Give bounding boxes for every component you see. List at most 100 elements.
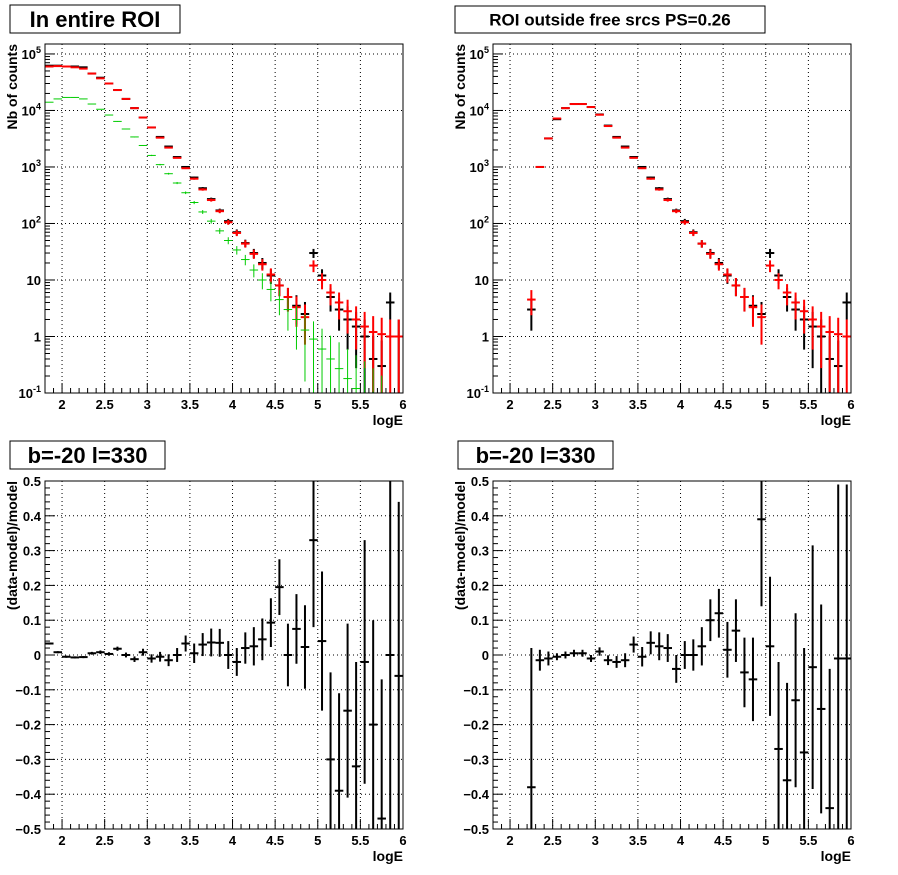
x-tick-label: 3.5	[181, 397, 199, 412]
x-tick-label: 6	[847, 397, 854, 412]
data-point	[224, 219, 233, 225]
data-point	[748, 637, 758, 722]
data-point	[113, 646, 122, 651]
series-data	[45, 64, 403, 393]
x-tick-label: 3	[592, 397, 599, 412]
y-tick-label: 10	[475, 273, 489, 288]
y-tick-label: −0.3	[15, 752, 41, 767]
pad-top-left: 2 2.5 3 3.5 4 4.5 5 5.5 6 10-1 1 10 102 103 104 105 logE…	[4, 4, 407, 428]
pad-bottom-left: 2 2.5 3 3.5 4 4.5 5 5.5 6 −0.5 −0.4 −0.3 −0.2 −0.1 0 0.…	[4, 440, 407, 864]
data-point	[138, 144, 148, 146]
data-point	[249, 627, 259, 666]
data-point	[62, 655, 71, 658]
y-tick-label: 10-1	[467, 384, 489, 401]
data-point	[300, 605, 310, 689]
data-point	[343, 348, 352, 393]
data-point	[842, 292, 851, 320]
pad-title: In entire ROI	[9, 4, 181, 34]
y-tick-label: 102	[470, 214, 489, 231]
data-point	[578, 649, 587, 657]
data-point	[654, 632, 664, 661]
data-point	[672, 655, 681, 683]
data-point	[603, 125, 613, 128]
data-point	[842, 319, 851, 393]
data-point	[317, 328, 327, 393]
data-point	[241, 254, 250, 266]
x-tick-label: 5.5	[799, 833, 817, 848]
axis-ticks	[44, 53, 404, 394]
data-point	[586, 655, 596, 662]
y-tick-label: 0	[34, 648, 41, 663]
data-point	[241, 632, 250, 664]
x-tick-label: 3.5	[629, 833, 647, 848]
x-tick-label: 4.5	[714, 397, 732, 412]
data-point	[654, 188, 664, 191]
data-point	[714, 259, 724, 271]
x-tick-label: 4	[229, 833, 237, 848]
data-point	[808, 306, 817, 350]
y-tick-label: 1	[482, 329, 489, 344]
data-point	[198, 188, 207, 191]
pad-title-text: b=-20 l=330	[28, 443, 148, 468]
data-point	[249, 249, 259, 259]
data-point	[569, 649, 579, 657]
data-point	[637, 167, 647, 170]
data-point	[689, 230, 698, 237]
plot-frame	[44, 480, 404, 830]
y-tick-label: −0.3	[463, 752, 489, 767]
data-point	[249, 264, 259, 278]
y-tick-label: −0.5	[15, 822, 41, 837]
data-point	[833, 484, 843, 829]
data-point	[172, 181, 182, 185]
data-point	[620, 653, 630, 668]
data-point	[189, 200, 199, 205]
data-point	[672, 209, 681, 214]
x-tick-label: 4	[229, 397, 237, 412]
data-point	[87, 651, 97, 655]
data-point	[646, 177, 655, 180]
data-point	[292, 306, 301, 350]
y-axis-label: Nb of counts	[452, 44, 468, 130]
data-point	[791, 613, 800, 788]
data-point	[343, 299, 352, 334]
data-point	[334, 693, 344, 829]
data-point	[172, 156, 182, 159]
x-tick-label: 5.5	[351, 397, 369, 412]
data-point	[629, 636, 638, 653]
plot-frame	[44, 43, 404, 394]
data-point	[326, 284, 335, 306]
data-point	[292, 594, 301, 664]
data-point	[215, 228, 224, 234]
series-model	[45, 65, 403, 393]
data-point	[283, 298, 293, 331]
data-point	[723, 621, 732, 678]
data-point	[309, 260, 318, 273]
data-point	[104, 652, 114, 656]
y-axis-label: Nb of counts	[4, 44, 20, 130]
data-point	[680, 219, 690, 225]
data-point	[825, 668, 834, 829]
pad-title: b=-20 l=330	[457, 440, 614, 470]
data-point	[147, 654, 156, 663]
data-point	[706, 249, 715, 259]
y-tick-label: 10	[27, 273, 41, 288]
data-point	[535, 165, 545, 168]
y-tick-label: 0.3	[23, 544, 41, 559]
data-point	[825, 316, 834, 392]
y-tick-label: −0.4	[463, 787, 489, 802]
data-point	[206, 218, 216, 224]
data-point	[155, 136, 165, 139]
y-tick-label: 103	[470, 158, 489, 175]
data-point	[224, 237, 233, 245]
y-axis-label: (data-model)/model	[452, 481, 468, 610]
data-point	[774, 273, 783, 290]
x-tick-label: 2.5	[544, 833, 562, 848]
data-point	[714, 588, 724, 638]
data-point	[385, 319, 395, 393]
y-tick-label: 0.3	[471, 544, 489, 559]
pad-bottom-right: 2 2.5 3 3.5 4 4.5 5 5.5 6 −0.5 −0.4 −0.3 −0.2 −0.1 0 0.…	[452, 440, 855, 864]
x-tick-label: 5.5	[799, 397, 817, 412]
data-point	[155, 163, 165, 166]
y-tick-label: 104	[470, 101, 489, 118]
data-point	[595, 113, 604, 116]
